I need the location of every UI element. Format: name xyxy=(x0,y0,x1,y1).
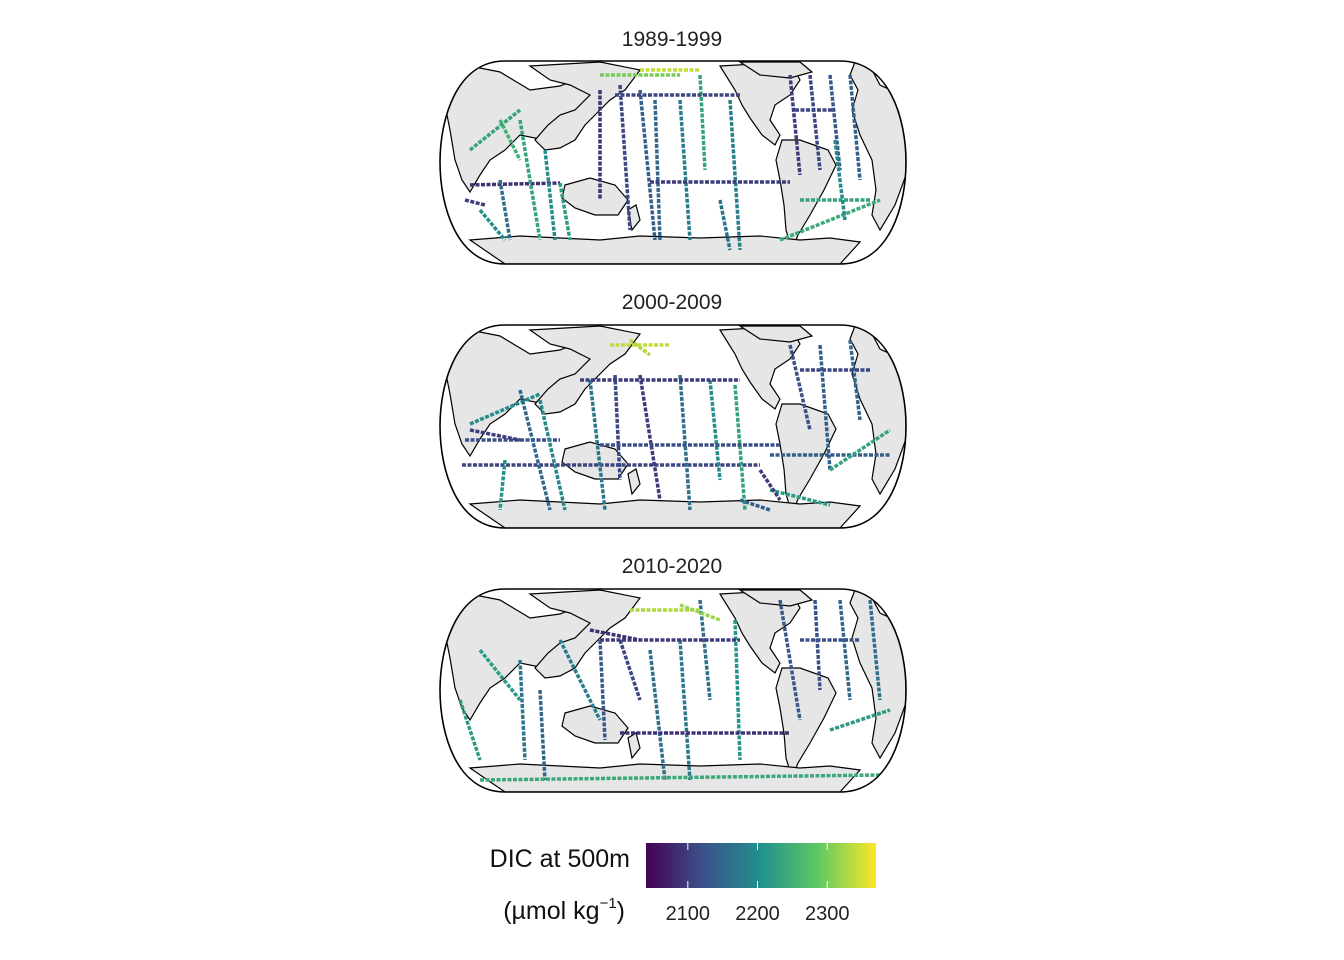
cruise-track xyxy=(468,108,522,152)
land-polygon xyxy=(718,589,801,674)
world-map-1989-1999 xyxy=(439,60,907,265)
world-map-2000-2009 xyxy=(439,324,907,529)
land-polygon xyxy=(468,499,862,528)
cruise-track xyxy=(518,659,527,761)
land-polygon xyxy=(528,325,642,415)
cruise-track xyxy=(758,469,782,501)
land-polygon xyxy=(561,441,629,480)
cruise-track xyxy=(678,639,692,781)
colorbar xyxy=(646,843,876,888)
land-polygon xyxy=(737,325,814,343)
cruise-track xyxy=(518,389,552,511)
cruise-track xyxy=(829,428,891,472)
cruise-track xyxy=(469,428,521,442)
colorbar-ticks: 2100 2200 2300 xyxy=(666,843,850,925)
cruise-track xyxy=(679,603,721,622)
cruise-track xyxy=(728,99,742,251)
map-content xyxy=(440,61,906,264)
colorbar-legend: DIC at 500m (µmol kg−1) 2100 2200 2300 xyxy=(490,843,876,925)
cruise-track xyxy=(718,199,732,251)
land-polygon xyxy=(775,139,837,252)
cruise-track xyxy=(769,488,831,507)
cruise-track xyxy=(478,648,522,702)
cruise-track xyxy=(628,338,652,357)
cruise-track xyxy=(838,599,852,701)
land-polygon xyxy=(561,705,629,744)
map-frame xyxy=(439,324,907,529)
cruise-track xyxy=(613,374,622,481)
cruise-track xyxy=(458,699,482,761)
legend-title: DIC at 500m xyxy=(490,845,630,873)
legend-unit: (µmol kg−1) xyxy=(503,895,625,925)
cruise-track xyxy=(788,74,802,176)
cruise-track xyxy=(498,119,522,161)
cruise-track xyxy=(558,182,572,241)
land-polygon xyxy=(468,235,862,264)
panel-title-2000-2009: 2000-2009 xyxy=(622,291,722,314)
land-polygon xyxy=(528,61,642,151)
world-map-2010-2020 xyxy=(439,588,907,793)
cruise-track xyxy=(479,773,881,782)
cruise-track xyxy=(498,179,512,241)
map-frame xyxy=(439,60,907,265)
land-polygon xyxy=(775,667,837,780)
cruise-track xyxy=(464,198,486,207)
cruise-track xyxy=(698,74,707,171)
cruise-track xyxy=(589,628,641,642)
cruise-track xyxy=(733,384,747,511)
land-polygon xyxy=(718,325,801,410)
cruise-track xyxy=(848,339,862,421)
cruise-track xyxy=(618,84,632,231)
legend-unit-exponent: −1 xyxy=(600,895,617,912)
cruise-track xyxy=(813,599,822,691)
cruise-track xyxy=(829,708,891,732)
cruise-track xyxy=(469,181,561,187)
cruise-track xyxy=(538,689,547,781)
map-panel-2010-2020: 2010-2020 xyxy=(439,555,907,793)
cruise-track xyxy=(538,399,567,511)
cruise-track xyxy=(598,639,607,741)
legend-unit-text: (µmol kg xyxy=(503,897,599,925)
cruise-track xyxy=(848,74,862,181)
cruise-track xyxy=(808,74,822,171)
map-panel-2000-2009: 2000-2009 xyxy=(439,291,907,529)
cruise-track xyxy=(653,99,662,241)
cruise-track xyxy=(498,459,507,511)
panel-title-1989-1999: 1989-1999 xyxy=(622,28,722,51)
cruise-track xyxy=(678,99,692,241)
land-polygon xyxy=(737,589,814,607)
cruise-track xyxy=(518,119,542,241)
colorbar-tick-label: 2100 xyxy=(666,903,711,925)
map-content xyxy=(440,325,906,528)
cruise-track xyxy=(558,639,602,721)
cruise-track xyxy=(778,599,802,721)
cruise-track xyxy=(788,344,812,431)
colorbar-tick-label: 2200 xyxy=(735,903,780,925)
land-polygon xyxy=(718,61,801,146)
cruise-track xyxy=(868,599,882,701)
panel-title-2010-2020: 2010-2020 xyxy=(622,555,722,578)
cruise-track xyxy=(733,619,742,761)
cruise-track xyxy=(543,149,557,241)
cruise-track xyxy=(638,89,657,241)
legend-unit-close: ) xyxy=(617,897,625,925)
cruise-track xyxy=(698,599,712,701)
map-content xyxy=(440,589,906,792)
colorbar-tick-label: 2300 xyxy=(805,903,850,925)
map-frame xyxy=(439,588,907,793)
cruise-track xyxy=(779,198,881,242)
cruise-track xyxy=(478,208,507,242)
map-panel-1989-1999: 1989-1999 xyxy=(439,28,907,265)
cruise-track xyxy=(678,374,692,511)
cruise-track xyxy=(833,139,847,221)
land-polygon xyxy=(528,589,642,679)
cruise-track xyxy=(469,392,541,426)
cruise-track xyxy=(618,639,642,701)
cruise-track xyxy=(708,379,722,481)
land-polygon xyxy=(737,61,814,79)
cruise-track xyxy=(818,344,832,471)
land-polygon xyxy=(627,468,641,496)
cruise-track xyxy=(638,374,662,501)
